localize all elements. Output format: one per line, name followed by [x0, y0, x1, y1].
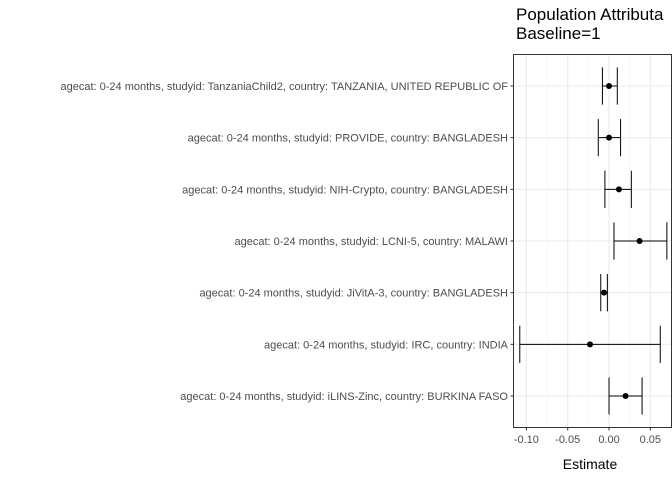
estimate-point	[636, 238, 643, 244]
y-tick-label: agecat: 0-24 months, studyid: IRC, count…	[264, 339, 509, 351]
x-axis-label: Estimate	[563, 456, 618, 472]
grid-layer	[514, 55, 671, 427]
chart-title-line-2: Baseline=1	[516, 24, 601, 43]
y-tick-label: agecat: 0-24 months, studyid: LCNI-5, co…	[235, 236, 509, 248]
x-tick-label: -0.10	[514, 434, 539, 446]
y-tick-label: agecat: 0-24 months, studyid: JiVitA-3, …	[199, 288, 508, 300]
x-tick-label: 0.05	[640, 434, 661, 446]
estimate-point	[606, 83, 613, 89]
y-tick-label: agecat: 0-24 months, studyid: iLINS-Zinc…	[180, 391, 508, 403]
axis-layer: agecat: 0-24 months, studyid: TanzaniaCh…	[60, 81, 661, 446]
estimate-point	[601, 289, 608, 296]
y-tick-label: agecat: 0-24 months, studyid: PROVIDE, c…	[188, 133, 508, 145]
y-tick-label: agecat: 0-24 months, studyid: TanzaniaCh…	[60, 81, 508, 93]
estimate-point	[622, 393, 629, 399]
x-tick-label: -0.05	[555, 434, 580, 446]
chart-title-line-1: Population Attributa	[516, 5, 664, 24]
marks-layer	[519, 67, 668, 415]
y-tick-label: agecat: 0-24 months, studyid: NIH-Crypto…	[182, 184, 508, 196]
estimate-point	[587, 341, 594, 348]
estimate-point	[606, 134, 613, 141]
estimate-point	[615, 186, 622, 193]
x-tick-label: 0.00	[598, 434, 619, 446]
